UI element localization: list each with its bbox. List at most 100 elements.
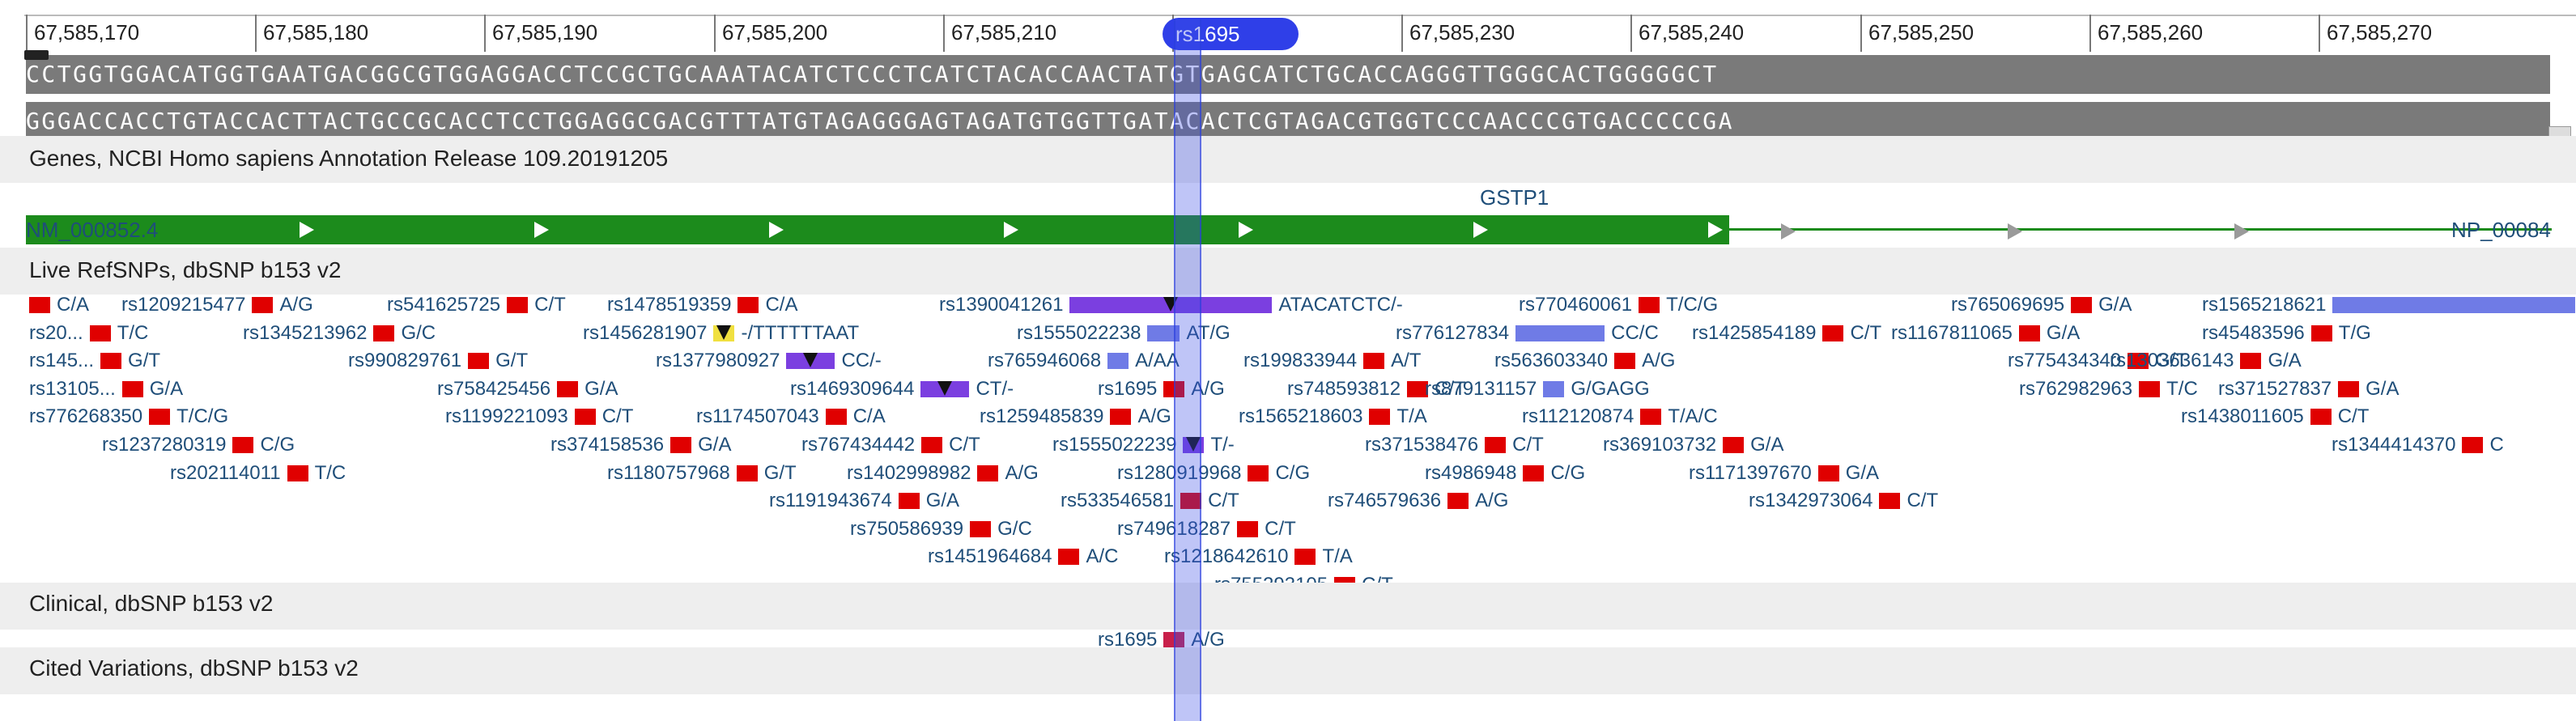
variant-item[interactable]: rs1565218621GGC (2202, 293, 2576, 317)
snv-marker[interactable] (2139, 381, 2161, 397)
snv-marker[interactable] (670, 437, 692, 453)
variant-id[interactable]: rs1377980927 (656, 350, 780, 371)
snv-marker[interactable] (2018, 325, 2040, 341)
variant-id[interactable]: rs1565218603 (1239, 405, 1363, 427)
variant-id[interactable]: rs20... (29, 322, 83, 344)
snv-marker[interactable] (2071, 297, 2093, 313)
deletion-marker[interactable] (1069, 297, 1273, 313)
deletion-marker[interactable] (786, 353, 835, 369)
snv-marker[interactable] (1822, 325, 1844, 341)
variant-id[interactable]: rs1218642610 (1164, 545, 1289, 567)
variant-item[interactable]: rs1377980927 CC/- (656, 349, 882, 373)
variant-id[interactable]: rs1174507043 (696, 405, 819, 427)
variant-id[interactable]: rs750586939 (850, 518, 964, 540)
variant-id[interactable]: rs776268350 (29, 405, 143, 427)
variant-item[interactable]: rs758425456 G/A (437, 377, 618, 401)
variant-id[interactable]: rs1259485839 (980, 405, 1104, 427)
delins-marker[interactable] (1543, 381, 1565, 397)
variant-item[interactable]: rs371527837 G/A (2218, 377, 2399, 401)
variant-item[interactable]: rs1469309644 CT/- (790, 377, 1014, 401)
variant-id[interactable]: rs1199221093 (445, 405, 568, 427)
snv-marker[interactable] (970, 521, 992, 537)
variant-item[interactable]: rs1218642610 T/A (1164, 545, 1353, 569)
variant-item[interactable]: rs20... T/C (29, 321, 148, 346)
snv-marker[interactable] (1614, 353, 1636, 369)
variant-item[interactable]: rs1555022239 T/- (1052, 433, 1235, 457)
variant-id[interactable]: rs145... (29, 350, 95, 371)
variant-id[interactable]: rs13105... (29, 378, 116, 400)
variant-item[interactable]: rs1259485839 A/G (980, 405, 1171, 429)
variant-item[interactable]: rs1555022238 AT/G (1017, 321, 1231, 346)
snv-marker[interactable] (921, 437, 943, 453)
variant-item[interactable]: rs374158536 G/A (550, 433, 731, 457)
snv-marker[interactable] (1879, 493, 1901, 509)
variant-id[interactable]: rs990829761 (348, 350, 462, 371)
deletion-marker[interactable] (1183, 437, 1205, 453)
snv-marker[interactable] (1369, 409, 1391, 425)
variant-item[interactable]: rs748593812 C/T (1287, 377, 1466, 401)
variant-id[interactable]: rs533546581 (1061, 490, 1175, 511)
variant-id[interactable]: rs765946068 (988, 350, 1102, 371)
refsnps-track-header[interactable] (0, 248, 2576, 295)
variant-item[interactable]: rs1345213962 G/C (243, 321, 436, 346)
variant-id[interactable]: rs1478519359 (607, 294, 732, 316)
variant-id[interactable]: rs374158536 (550, 434, 665, 456)
variant-id[interactable]: rs1456281907 (583, 322, 708, 344)
variant-item[interactable]: rs199833944 A/T (1243, 349, 1421, 373)
snv-marker[interactable] (1817, 465, 1839, 481)
variant-item[interactable]: rs1171397670 G/A (1689, 461, 1879, 486)
variant-item[interactable]: rs371538476 C/T (1365, 433, 1544, 457)
variant-id[interactable]: rs1565218621 (2202, 294, 2327, 316)
deletion-marker[interactable] (920, 381, 970, 397)
variant-item[interactable]: rs112120874 T/A/C (1522, 405, 1718, 429)
variant-id[interactable]: rs762982963 (2019, 378, 2133, 400)
snv-marker[interactable] (373, 325, 395, 341)
variant-item[interactable]: rs1342973064 C/T (1749, 489, 1938, 513)
insertion-marker[interactable] (713, 325, 735, 341)
snv-marker[interactable] (121, 381, 143, 397)
variant-id[interactable]: rs112120874 (1522, 405, 1634, 427)
variant-id[interactable]: rs1469309644 (790, 378, 915, 400)
protein-label[interactable]: NP_00084 (2451, 218, 2551, 242)
variant-item[interactable]: rs1451964684 A/C (928, 545, 1118, 569)
delins-marker[interactable] (1515, 325, 1605, 341)
snv-marker[interactable] (1058, 549, 1080, 565)
snv-marker[interactable] (1110, 409, 1132, 425)
snv-marker[interactable] (2310, 409, 2332, 425)
variant-item[interactable]: rs145... G/T (29, 349, 160, 373)
variant-item[interactable]: rs45483596 T/G (2202, 321, 2371, 346)
variant-id[interactable]: rs1555022238 (1017, 322, 1141, 344)
snv-marker[interactable] (1447, 493, 1469, 509)
variant-id[interactable]: rs1555022239 (1052, 434, 1177, 456)
variant-id[interactable]: rs4986948 (1425, 462, 1517, 484)
snv-marker[interactable] (1294, 549, 1316, 565)
variant-id[interactable]: rs1695 (1098, 629, 1158, 651)
variant-item[interactable]: rs1438011605 C/T (2181, 405, 2369, 429)
snv-marker[interactable] (1639, 297, 1660, 313)
snv-marker[interactable] (2240, 353, 2262, 369)
variant-item[interactable]: rs1199221093 C/T (445, 405, 633, 429)
variant-item[interactable]: rs1280919968 C/G (1117, 461, 1310, 486)
variant-id[interactable]: rs1438011605 (2181, 405, 2304, 427)
variant-item[interactable]: rs202114011 T/C (170, 461, 346, 486)
variant-item[interactable]: C/A (29, 293, 89, 317)
variant-item[interactable]: rs1402998982 A/G (847, 461, 1039, 486)
variant-id[interactable]: rs775434340 (2008, 350, 2122, 371)
variant-id[interactable]: rs1171397670 (1689, 462, 1812, 484)
snv-marker[interactable] (1248, 465, 1269, 481)
snv-marker[interactable] (100, 353, 122, 369)
snv-marker[interactable] (2462, 437, 2484, 453)
snv-marker[interactable] (468, 353, 490, 369)
variant-item[interactable]: rs879131157 G/GAGG (1425, 377, 1650, 401)
variant-id[interactable]: rs748593812 (1287, 378, 1401, 400)
variant-item[interactable]: rs4986948 C/G (1425, 461, 1585, 486)
snv-marker[interactable] (1237, 521, 1259, 537)
snv-marker[interactable] (2128, 353, 2149, 369)
variant-item[interactable]: rs1390041261 ATACATCTC/- (939, 293, 1403, 317)
snv-marker[interactable] (736, 465, 758, 481)
variant-item[interactable]: rs1174507043 C/A (696, 405, 886, 429)
clinical-track-header[interactable] (0, 583, 2576, 630)
snv-marker[interactable] (2338, 381, 2360, 397)
variant-id[interactable]: rs1237280319 (102, 434, 227, 456)
variant-id[interactable]: rs1280919968 (1117, 462, 1242, 484)
